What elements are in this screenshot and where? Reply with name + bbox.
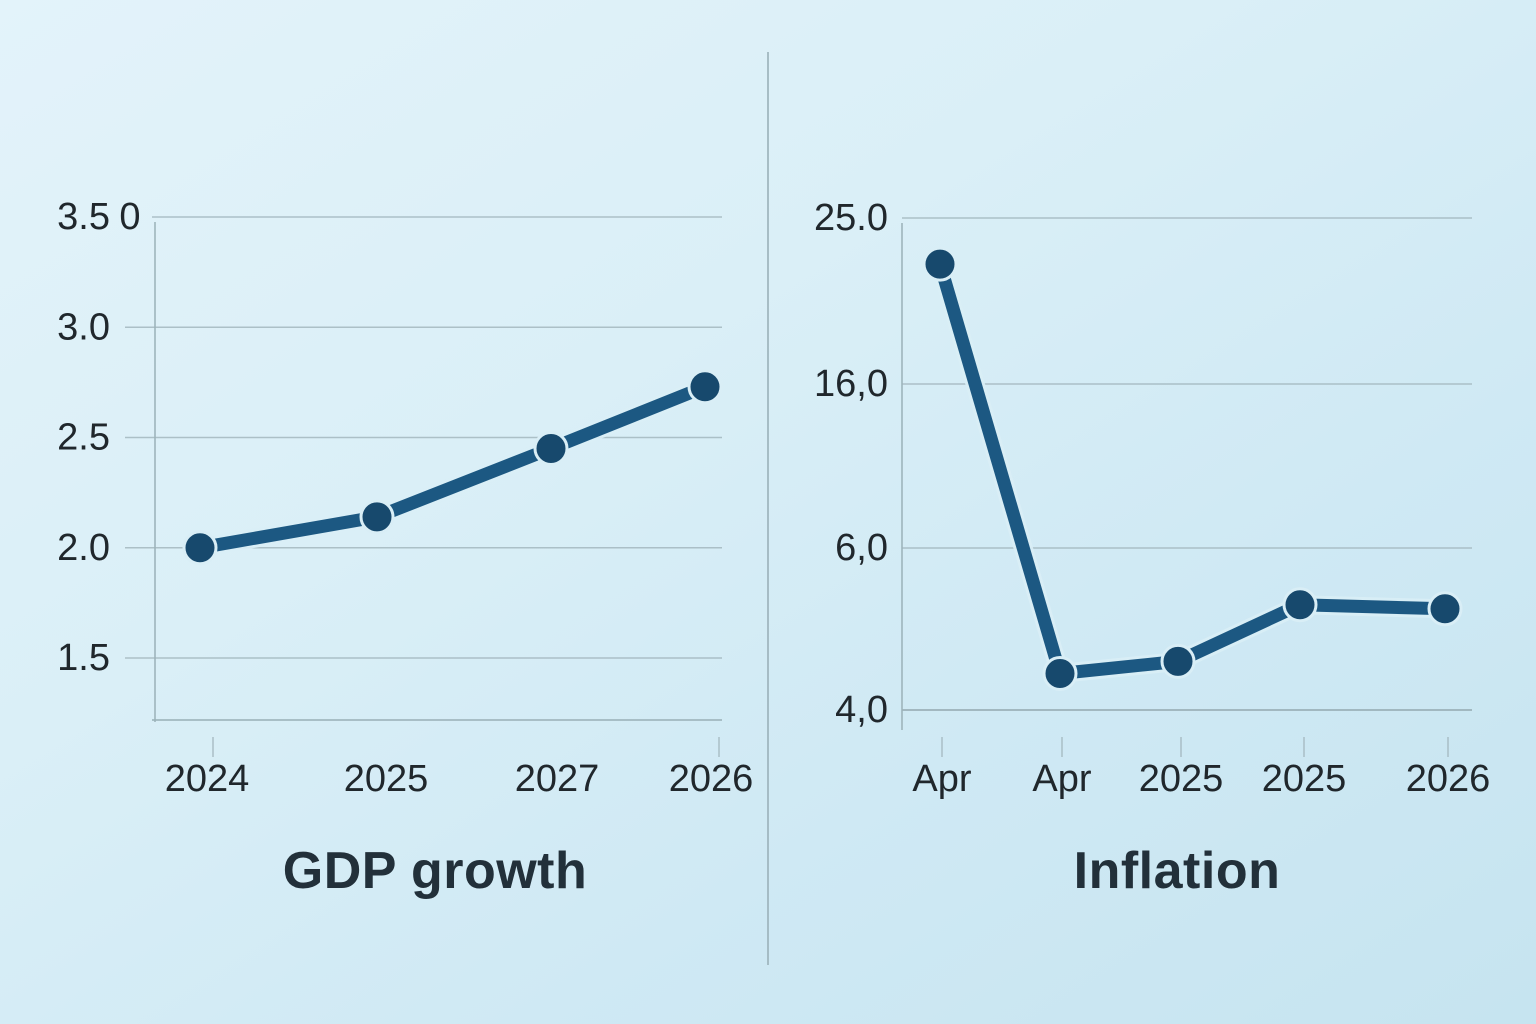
inflation-x-tick-label: Apr <box>1032 758 1091 800</box>
inflation-x-tick-label: 2026 <box>1406 758 1491 800</box>
inflation-data-point <box>1282 587 1318 623</box>
gdp-growth-y-tick-label: 3.0 <box>57 306 110 348</box>
inflation-title: Inflation <box>1073 842 1281 900</box>
inflation-y-tick-label: 16,0 <box>814 363 888 405</box>
inflation-x-tick-label: Apr <box>912 758 971 800</box>
inflation-data-point <box>1042 656 1078 691</box>
inflation-data-point <box>922 246 958 282</box>
gdp-growth-y-tick-label: 3.5 <box>57 196 110 238</box>
gdp-growth-data-point <box>359 499 395 535</box>
gdp-growth-x-tick-label: 2027 <box>515 758 600 800</box>
gdp-growth-x-tick-label: 2026 <box>669 758 754 800</box>
inflation-data-point <box>1160 643 1196 679</box>
gdp-growth-y-tick-label: 2.0 <box>57 527 110 569</box>
gdp-growth-stray-axis-text: 0 <box>119 196 140 238</box>
gdp-growth-data-point <box>533 431 569 466</box>
inflation-y-tick-label: 6,0 <box>835 527 888 569</box>
inflation-y-tick-label: 4,0 <box>835 689 888 731</box>
gdp-growth-data-point <box>687 369 723 405</box>
inflation-x-tick-label: 2025 <box>1262 758 1347 800</box>
chart-divider <box>767 52 769 965</box>
gdp-growth-x-tick-label: 2024 <box>165 758 250 800</box>
gdp-growth-title: GDP growth <box>282 842 588 900</box>
inflation-data-point <box>1427 591 1463 627</box>
gdp-growth-x-tick-label: 2025 <box>344 758 429 800</box>
inflation-y-tick-label: 25.0 <box>814 197 888 239</box>
inflation-x-tick-label: 2025 <box>1139 758 1224 800</box>
gdp-growth-data-point <box>182 530 218 566</box>
gdp-growth-y-tick-label: 2.5 <box>57 417 110 459</box>
gdp-growth-data-line <box>193 380 712 555</box>
gdp-growth-y-tick-label: 1.5 <box>57 637 110 679</box>
inflation-data-line <box>933 257 1452 680</box>
